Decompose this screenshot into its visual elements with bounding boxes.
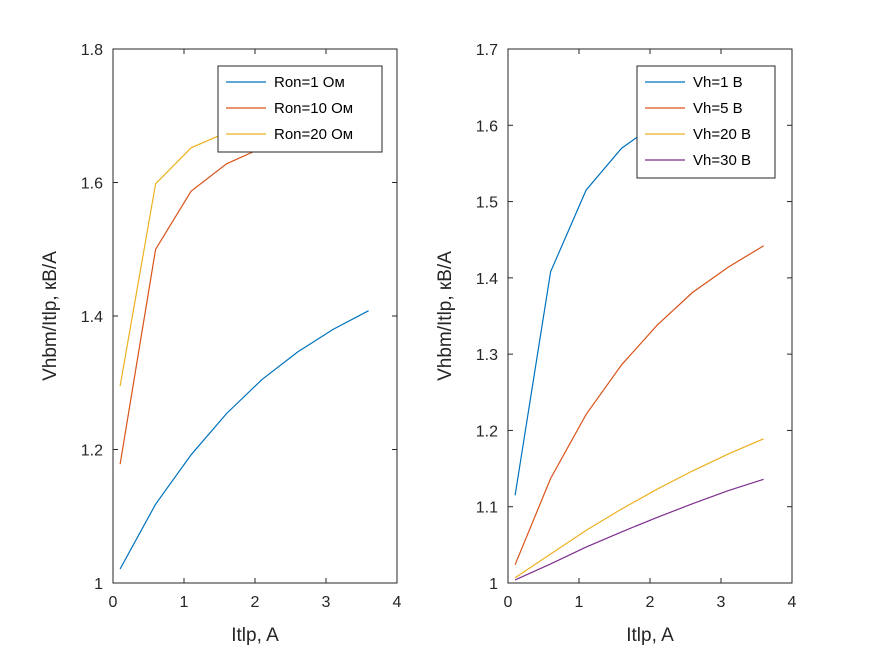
x-tick-label: 4 <box>393 594 402 611</box>
y-tick-label: 1.2 <box>81 443 103 460</box>
y-tick-label: 1.1 <box>476 500 498 517</box>
y-axis-label: Vhbm/Itlp, кВ/А <box>435 251 456 381</box>
legend: Ron=1 Ом Ron=10 Ом Ron=20 Ом <box>217 65 383 153</box>
legend-entry: Vh=20 B <box>693 126 751 143</box>
x-tick-label: 1 <box>180 594 189 611</box>
y-tick-label: 1.7 <box>476 42 498 59</box>
x-axis-label: Itlp, A <box>231 625 279 646</box>
y-tick-label: 1.6 <box>476 118 498 135</box>
x-tick-label: 3 <box>322 594 331 611</box>
series-line-3 <box>514 438 764 579</box>
y-axis-label: Vhbm/Itlp, кВ/А <box>40 251 61 381</box>
y-tick-label: 1.8 <box>81 42 103 59</box>
legend-entry: Vh=30 B <box>693 152 751 169</box>
x-tick-label: 0 <box>504 594 513 611</box>
y-tick-label: 1.2 <box>476 423 498 440</box>
y-tick-label: 1.5 <box>476 195 498 212</box>
x-tick-label: 2 <box>646 594 655 611</box>
x-tick-label: 1 <box>575 594 584 611</box>
x-tick-label: 4 <box>788 594 797 611</box>
series-line-2 <box>514 245 764 565</box>
y-tick-label: 1.4 <box>476 271 498 288</box>
legend-entry: Vh=1 B <box>693 74 743 91</box>
x-tick-label: 2 <box>251 594 260 611</box>
series-line-4 <box>514 478 764 581</box>
legend-entry: Ron=10 Ом <box>274 100 353 117</box>
x-tick-label: 0 <box>109 594 118 611</box>
series-line-1 <box>119 310 369 570</box>
y-tick-label: 1 <box>489 576 498 593</box>
y-tick-label: 1.6 <box>81 176 103 193</box>
legend-box <box>636 65 776 179</box>
y-tick-label: 1.4 <box>81 309 103 326</box>
x-axis-label: Itlp, A <box>626 625 674 646</box>
y-tick-label: 1.3 <box>476 347 498 364</box>
legend-entry: Ron=1 Ом <box>274 74 345 91</box>
legend-entry: Ron=20 Ом <box>274 126 353 143</box>
legend-entry: Vh=5 B <box>693 100 743 117</box>
y-tick-label: 1 <box>94 576 103 593</box>
legend: Vh=1 B Vh=5 B Vh=20 B Vh=30 B <box>636 65 776 179</box>
legend-box <box>217 65 383 153</box>
x-tick-label: 3 <box>717 594 726 611</box>
